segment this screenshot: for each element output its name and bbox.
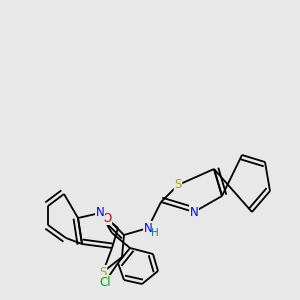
Text: N: N <box>144 221 152 235</box>
Text: H: H <box>151 228 159 238</box>
Text: O: O <box>102 212 112 224</box>
Text: Cl: Cl <box>99 275 111 289</box>
Text: S: S <box>174 178 182 191</box>
Text: N: N <box>190 206 198 218</box>
Text: N: N <box>96 206 104 220</box>
Text: S: S <box>99 266 107 278</box>
